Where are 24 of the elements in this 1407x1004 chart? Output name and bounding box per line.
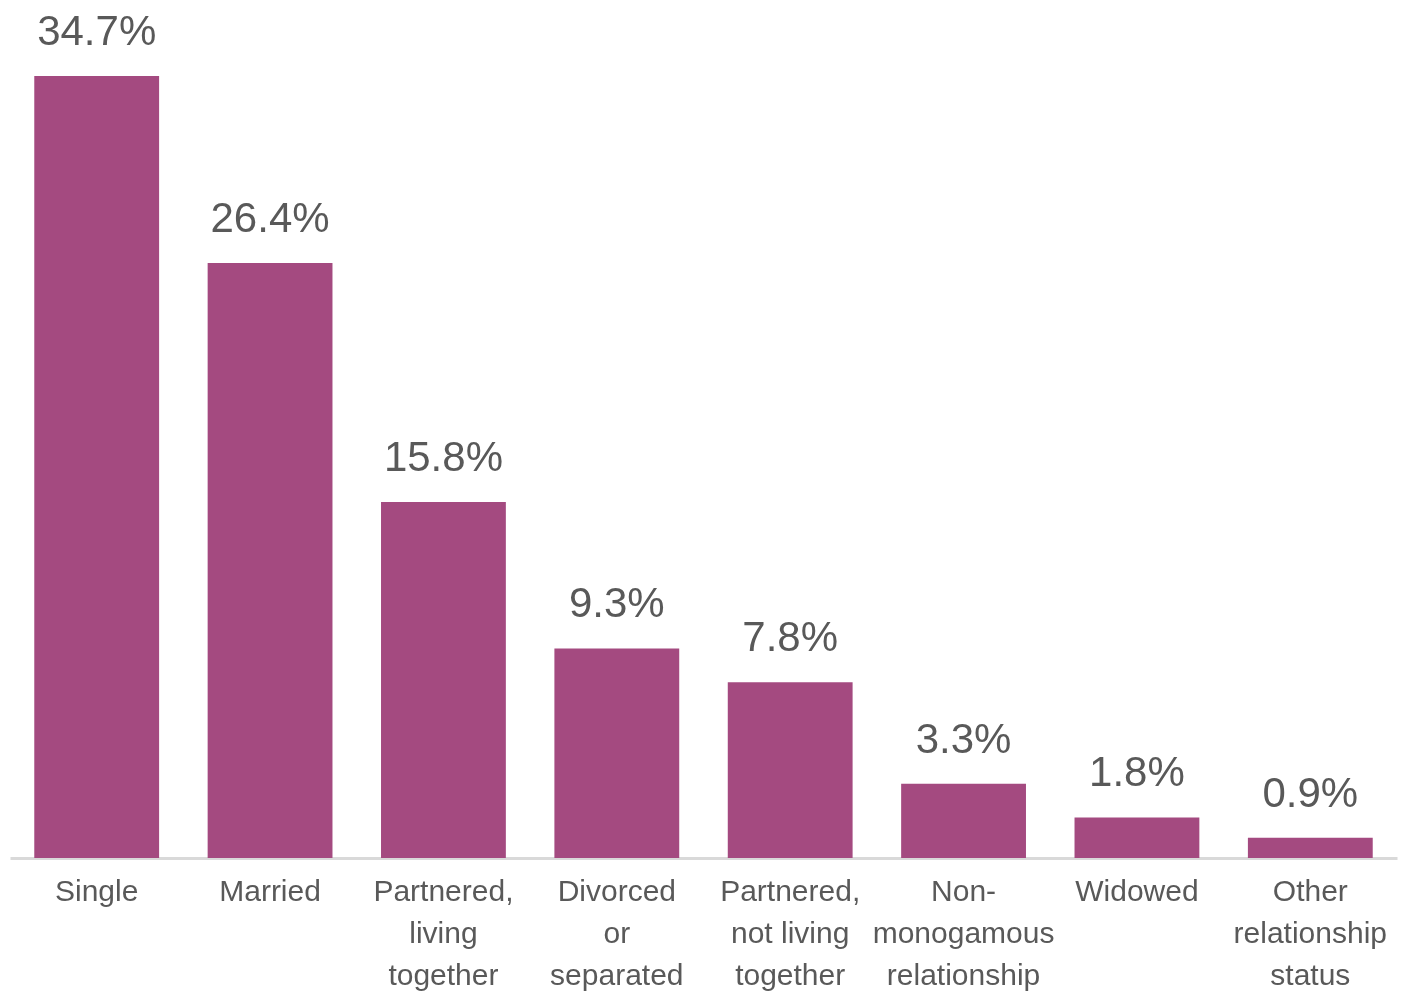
x-tick-label: Widowed: [1075, 873, 1199, 907]
bar: [554, 648, 680, 858]
data-label: 9.3%: [568, 579, 665, 627]
data-label: 3.3%: [915, 714, 1012, 762]
data-label: 0.9%: [1262, 768, 1359, 816]
data-label: 7.8%: [742, 613, 839, 661]
x-tick-label: Single: [54, 873, 139, 907]
bar: [1247, 837, 1373, 858]
bar: [1074, 817, 1200, 858]
x-tick-label: Divorced or separated: [550, 873, 684, 991]
bar: [381, 501, 506, 858]
bar: [207, 263, 333, 858]
x-tick-label: Married: [219, 873, 321, 907]
data-label: 15.8%: [383, 432, 503, 480]
x-tick-label: Partnered, living together: [373, 873, 514, 991]
bar: [901, 783, 1026, 858]
x-tick-label: Partnered, not living together: [720, 873, 861, 991]
x-tick-label: Non-monogamous relationship: [872, 873, 1055, 991]
x-tick-label: Other relationship status: [1233, 873, 1388, 991]
bar: [727, 682, 853, 858]
data-label: 26.4%: [210, 194, 330, 242]
data-label: 34.7%: [37, 7, 157, 54]
data-label: 1.8%: [1089, 748, 1185, 796]
bar: [34, 76, 160, 858]
